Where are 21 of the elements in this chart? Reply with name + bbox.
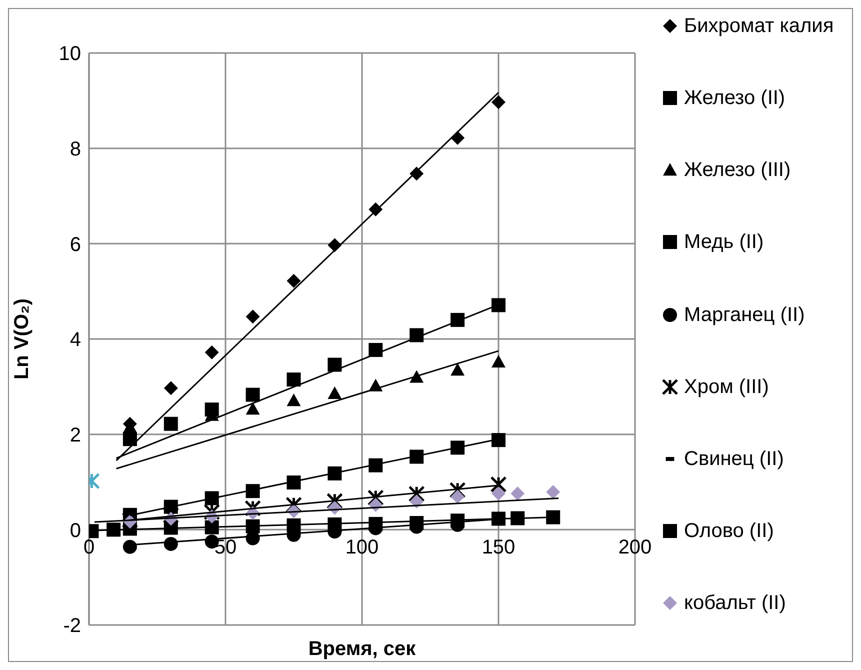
x-axis-title: Время, сек bbox=[308, 638, 417, 660]
x-tick-label: 150 bbox=[482, 536, 516, 559]
y-tick-label: 6 bbox=[70, 234, 81, 256]
y-tick-label: 2 bbox=[70, 424, 81, 446]
y-axis-title: Ln V(O₂) bbox=[11, 298, 34, 380]
y-tick-label: 0 bbox=[70, 520, 81, 542]
legend-label: Бихромат калия bbox=[684, 15, 834, 38]
x-tick-label: 200 bbox=[618, 536, 652, 559]
legend-label: Свинец (II) bbox=[684, 448, 784, 471]
legend-label: кобальт (II) bbox=[684, 592, 786, 615]
legend-label: Медь (II) bbox=[684, 231, 764, 254]
legend-label: Железо (III) bbox=[684, 159, 791, 182]
y-tick-label: 10 bbox=[58, 43, 81, 66]
x-tick-label: 100 bbox=[345, 536, 379, 559]
legend-label: Хром (III) bbox=[684, 376, 769, 399]
y-tick-label: 8 bbox=[70, 138, 81, 160]
legend-label: Железо (II) bbox=[684, 87, 786, 110]
legend-label: Марганец (II) bbox=[684, 304, 805, 326]
y-tick-label: 4 bbox=[70, 329, 81, 352]
legend-label: Олово (II) bbox=[684, 520, 774, 543]
y-tick-label: -2 bbox=[63, 615, 81, 638]
